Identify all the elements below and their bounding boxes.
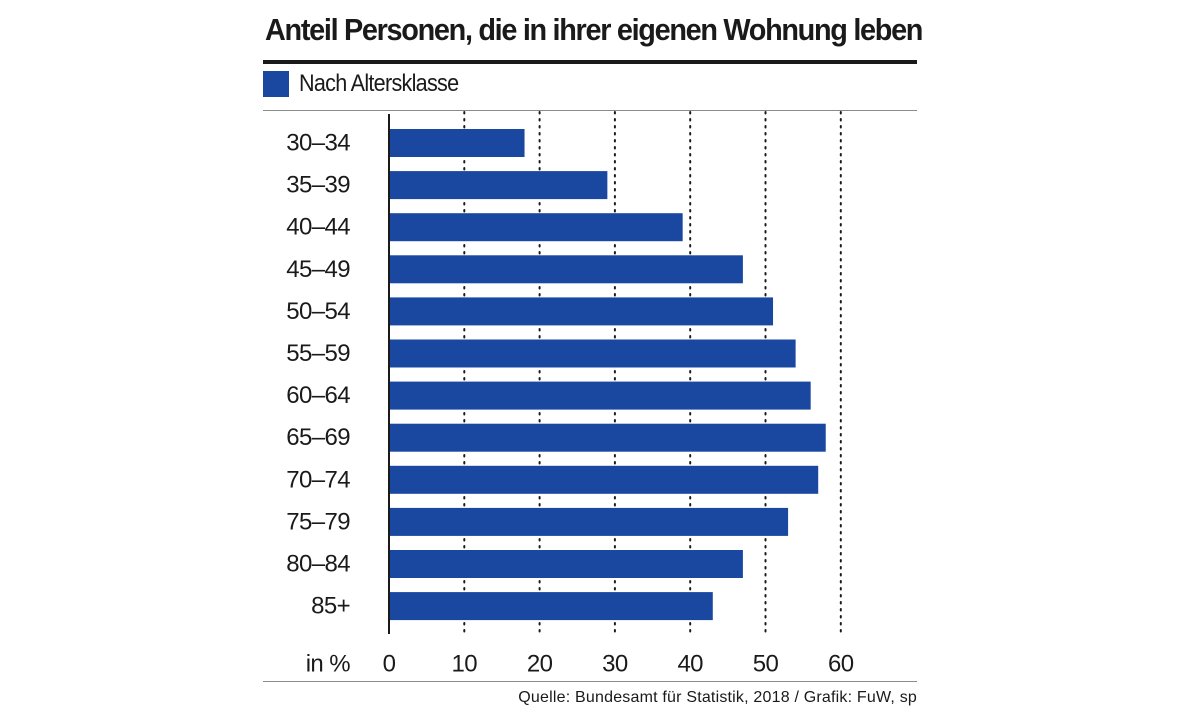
tick-label: 30 — [602, 651, 628, 678]
legend-swatch — [263, 71, 289, 97]
legend-label: Nach Altersklasse — [299, 70, 459, 97]
bar — [389, 297, 774, 326]
source-note: Quelle: Bundesamt für Statistik, 2018 / … — [518, 689, 917, 706]
bar — [389, 339, 796, 368]
bar — [389, 255, 743, 284]
bottom-rule — [263, 681, 917, 682]
category-label: 85+ — [311, 593, 350, 620]
bar — [389, 381, 811, 410]
category-label: 45–49 — [286, 256, 350, 283]
category-label: 35–39 — [286, 172, 350, 199]
category-label: 80–84 — [286, 551, 350, 578]
category-label: 65–69 — [286, 424, 350, 451]
category-label: 50–54 — [286, 298, 350, 325]
bar — [389, 171, 608, 200]
tick-label: 60 — [828, 651, 854, 678]
category-label: 70–74 — [286, 466, 350, 493]
tick-label: 40 — [677, 651, 703, 678]
title-rule — [263, 60, 917, 64]
bar — [389, 423, 826, 452]
tick-label: 10 — [452, 651, 478, 678]
category-label: 55–59 — [286, 340, 350, 367]
bar — [389, 129, 525, 157]
bar — [389, 213, 683, 242]
bar — [389, 550, 743, 578]
category-label: 60–64 — [286, 382, 350, 409]
legend: Nach Altersklasse — [263, 70, 476, 98]
bar — [389, 592, 713, 621]
category-label: 75–79 — [286, 508, 350, 535]
axis-unit-label: in % — [306, 651, 351, 678]
category-label: 30–34 — [286, 130, 350, 157]
category-label: 40–44 — [286, 214, 350, 241]
bar — [389, 465, 819, 494]
tick-label: 0 — [383, 651, 396, 678]
chart-title: Anteil Personen, die in ihrer eigenen Wo… — [265, 12, 923, 47]
bar — [389, 507, 789, 536]
tick-label: 20 — [527, 651, 553, 678]
legend-rule — [263, 110, 917, 111]
tick-label: 50 — [753, 651, 779, 678]
